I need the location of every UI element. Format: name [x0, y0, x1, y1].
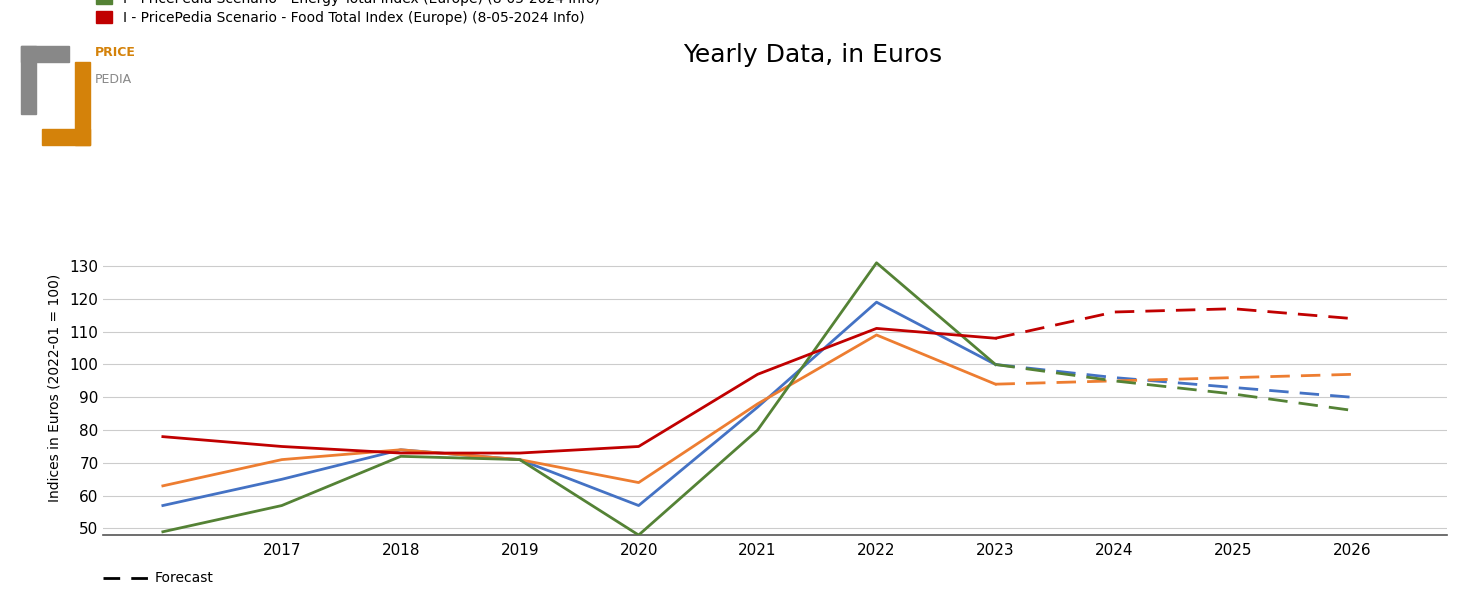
Bar — [21, 46, 35, 114]
Text: Forecast: Forecast — [155, 571, 214, 585]
Text: PRICE: PRICE — [95, 46, 136, 59]
Bar — [43, 129, 90, 145]
Bar — [21, 46, 69, 62]
Y-axis label: Indices in Euros (2022-01 = 100): Indices in Euros (2022-01 = 100) — [47, 273, 61, 502]
Text: PEDIA: PEDIA — [95, 73, 133, 87]
Text: Yearly Data, in Euros: Yearly Data, in Euros — [682, 43, 942, 67]
Bar — [75, 62, 90, 145]
Legend: I - PricePedia Scenario - Commodity Index (Europe) (8-05-2024 Info), I - PricePe: I - PricePedia Scenario - Commodity Inde… — [90, 0, 606, 30]
